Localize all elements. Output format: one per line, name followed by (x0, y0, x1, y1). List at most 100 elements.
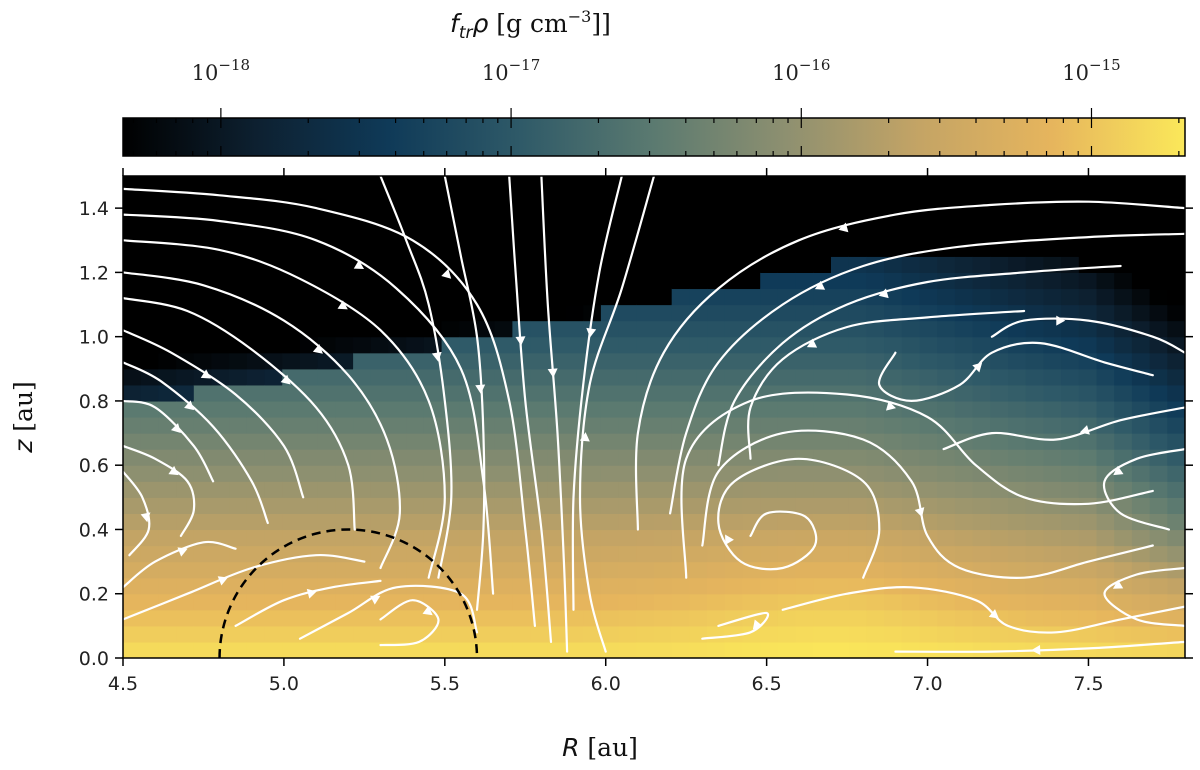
heatmap-cell (866, 625, 885, 643)
heatmap-cell (459, 433, 478, 450)
heatmap-cell (742, 593, 761, 611)
heatmap-cell (901, 593, 921, 611)
heatmap-cell (353, 641, 372, 658)
heatmap-cell (618, 288, 637, 306)
heatmap-cell (990, 400, 1009, 418)
heatmap-cell (618, 577, 637, 595)
heatmap-cell (990, 481, 1009, 498)
heatmap-cell (1096, 368, 1115, 386)
heatmap-cell (777, 272, 797, 290)
streamline (571, 176, 623, 611)
heatmap-cell (512, 609, 531, 627)
heatmap-cell (1008, 577, 1027, 595)
heatmap-cell (477, 577, 496, 595)
y-tick-label: 0.6 (79, 455, 109, 477)
heatmap-cell (600, 449, 620, 466)
heatmap-cell (884, 577, 903, 595)
heatmap-cell (406, 288, 425, 306)
heatmap-cell (423, 224, 443, 241)
heatmap-cell (494, 577, 513, 595)
heatmap-cell (1167, 513, 1185, 531)
heatmap-cell (176, 433, 195, 450)
heatmap-cell (1167, 481, 1185, 498)
heatmap-cell (600, 433, 620, 450)
heatmap-cell (919, 208, 938, 225)
streamline-arrow (1112, 579, 1124, 589)
x-tick-label: 5.5 (430, 673, 460, 695)
velocity-streamlines (123, 176, 1185, 655)
heatmap-cell (937, 352, 956, 370)
heatmap-cell (795, 368, 814, 386)
heatmap-cell (618, 529, 637, 547)
heatmap-cell (388, 368, 407, 386)
streamline-arrow (586, 327, 597, 338)
heatmap-cell (1043, 272, 1062, 290)
heatmap-cell (618, 625, 637, 643)
heatmap-cell (1114, 481, 1133, 498)
heatmap-cell (848, 513, 867, 531)
heatmap-cell (565, 384, 584, 402)
heatmap-cell (636, 352, 655, 370)
heatmap-cell (1078, 433, 1098, 450)
heatmap-cell (1078, 561, 1098, 579)
heatmap-cell (547, 272, 567, 290)
heatmap-cell (300, 497, 319, 514)
heatmap-cell (370, 208, 390, 225)
heatmap-cell (176, 609, 195, 627)
heatmap-cell (689, 433, 708, 450)
heatmap-cell (193, 352, 213, 370)
heatmap-cell (990, 497, 1009, 514)
heatmap-cell (884, 465, 903, 482)
heatmap-cell (990, 465, 1009, 482)
heatmap-cell (654, 641, 673, 658)
heatmap-cell (636, 641, 655, 658)
streamline-arrow (217, 576, 228, 586)
heatmap-cell (1061, 208, 1080, 225)
heatmap-cell (335, 593, 354, 611)
heatmap-cell (406, 320, 425, 338)
heatmap-cell (654, 449, 673, 466)
heatmap-cell (760, 336, 779, 354)
heatmap-cell (530, 352, 549, 370)
heatmap-cell (600, 593, 620, 611)
heatmap-cell (282, 561, 301, 579)
heatmap-cell (689, 336, 708, 354)
heatmap-cell (707, 449, 726, 466)
heatmap-cell (1043, 625, 1062, 643)
heatmap-cell (459, 352, 478, 370)
heatmap-cell (972, 384, 991, 402)
heatmap-cell (1008, 545, 1027, 563)
heatmap-cell (1167, 304, 1185, 322)
heatmap-cell (1061, 272, 1080, 290)
heatmap-cell (547, 625, 567, 643)
heatmap-cell (795, 497, 814, 514)
heatmap-cell (795, 593, 814, 611)
heatmap-cell (246, 320, 266, 338)
heatmap-cell (193, 433, 213, 450)
heatmap-cell (1008, 481, 1027, 498)
heatmap-cell (1025, 400, 1044, 418)
heatmap-cell (884, 529, 903, 547)
heatmap-cell (1131, 176, 1151, 193)
heatmap-cell (335, 400, 354, 418)
heatmap-cell (423, 433, 443, 450)
heatmap-cell (618, 561, 637, 579)
heatmap-cell (246, 272, 266, 290)
heatmap-cell (123, 449, 142, 466)
heatmap-cell (600, 368, 620, 386)
heatmap-cell (884, 256, 903, 273)
heatmap-cell (246, 224, 266, 241)
heatmap-cell (866, 352, 885, 370)
heatmap-cell (1149, 497, 1168, 514)
heatmap-cell (300, 288, 319, 306)
heatmap-cell (530, 545, 549, 563)
heatmap-cell (477, 288, 496, 306)
heatmap-cell (264, 368, 283, 386)
heatmap-cell (1043, 384, 1062, 402)
heatmap-cell (477, 641, 496, 658)
heatmap-cell (937, 208, 956, 225)
streamline (443, 176, 486, 611)
heatmap-cell (423, 400, 443, 418)
heatmap-cell (1008, 208, 1027, 225)
heatmap-cell (1008, 529, 1027, 547)
